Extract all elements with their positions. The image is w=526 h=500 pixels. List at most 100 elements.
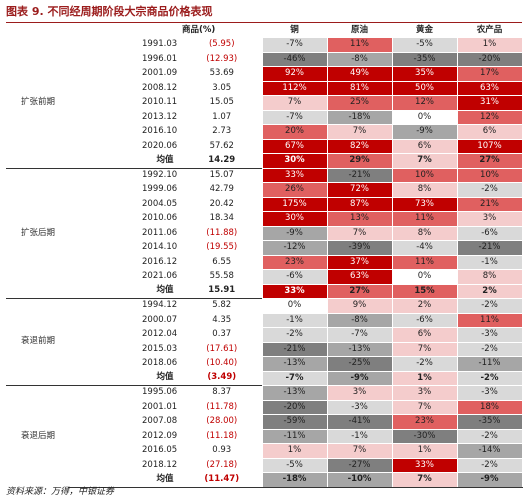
value-cell: (10.40) <box>206 358 238 368</box>
table-row: 2001.01~2001.09 (11.78) -20%-3%7%18% <box>6 399 523 415</box>
agri-cell: -3% <box>456 327 523 343</box>
oil-cell: 29% <box>326 153 393 169</box>
figure-title: 图表 9. 不同经周期阶段大宗商品价格表现 <box>6 5 213 18</box>
agri-cell: 31% <box>456 95 523 111</box>
value-cell: (17.61) <box>206 343 238 354</box>
title-rule <box>6 22 522 23</box>
table-row: 2016.12~2018.06 6.55 23%37%11%-1% <box>6 254 523 270</box>
table-row: 2013.12~2014.10 1.07 -7%-18%0%12% <box>6 109 523 125</box>
agri-cell: 27% <box>456 153 523 169</box>
value-cell: 0.37 <box>212 329 232 339</box>
copper-cell: -7% <box>261 37 328 53</box>
copper-cell: 7% <box>261 95 328 111</box>
copper-cell: -11% <box>261 428 328 444</box>
table-row: 2007.08~2008.12 (28.00) -59%-41%23%-35% <box>6 414 523 430</box>
period-cell: 2013.12~2014.10 <box>142 111 178 122</box>
period-cell: 2021.06~2022.06 <box>142 271 178 281</box>
copper-cell: 30% <box>261 211 328 227</box>
period-cell: 1994.12~1995.06 <box>68 298 178 313</box>
header-copper: 铜 <box>290 25 299 35</box>
table-row: 2011.06~2012.04 (11.88) -9%7%8%-6% <box>6 225 523 241</box>
value-cell: (27.18) <box>206 459 238 470</box>
gold-cell: 6% <box>391 327 458 343</box>
table-row: 2004.05~2007.08 20.42 175%87%73%21% <box>6 196 523 212</box>
oil-cell: 25% <box>326 95 393 111</box>
oil-cell: -9% <box>326 370 393 386</box>
phase-label: 扩张后期 <box>6 167 68 299</box>
table-row: 2018.12~2020.06 (27.18) -5%-27%33%-2% <box>6 457 523 473</box>
gold-cell: 7% <box>391 153 458 169</box>
oil-cell: -27% <box>326 457 393 473</box>
copper-cell: 1% <box>261 443 328 459</box>
oil-cell: -39% <box>326 240 393 256</box>
gold-cell: 11% <box>391 211 458 227</box>
value-cell: (11.78) <box>206 401 238 412</box>
agri-cell: -2% <box>456 457 523 473</box>
avg-row: 均值 (11.47) -18% -10% 7% -9% <box>6 472 523 488</box>
gold-cell: 7% <box>391 399 458 415</box>
table-row: 2008.12~2010.06 3.05 112%81%50%63% <box>6 80 523 96</box>
gold-cell: 0% <box>391 269 458 285</box>
agri-cell: -2% <box>456 428 523 444</box>
period-cell: 2020.06~2021.06 <box>142 140 178 151</box>
value-cell: 20.42 <box>209 198 234 209</box>
gold-cell: -9% <box>391 124 458 140</box>
copper-cell: -59% <box>261 414 328 430</box>
period-cell: 1996.01~1999.06 <box>142 53 178 64</box>
value-cell: 42.79 <box>209 184 234 194</box>
copper-cell: -6% <box>261 269 328 285</box>
period-cell: 2004.05~2007.08 <box>142 198 178 209</box>
agri-cell: 63% <box>456 80 523 96</box>
copper-cell: 20% <box>261 124 328 140</box>
gold-cell: 35% <box>391 66 458 82</box>
oil-cell: -7% <box>326 327 393 343</box>
gold-cell: 10% <box>391 167 458 183</box>
phase-label: 扩张前期 <box>20 96 55 107</box>
table-row: 2016.05~2016.100.931%7%1%-14% <box>6 443 523 459</box>
period-cell: 2001.01~2001.09 <box>142 401 178 412</box>
gold-cell: 1% <box>391 443 458 459</box>
period-cell: 2014.10~2015.03 <box>142 242 178 252</box>
gold-cell: -6% <box>391 312 458 328</box>
oil-cell: 49% <box>326 66 393 82</box>
period-cell: 1995.06~1996.01 <box>68 385 178 400</box>
value-cell: (11.47) <box>178 472 262 488</box>
copper-cell: 26% <box>261 182 328 198</box>
copper-cell: 112% <box>261 80 328 96</box>
table-row: 2000.07~2001.01 4.35 -1%-8%-6%11% <box>6 312 523 328</box>
agri-cell: -21% <box>456 240 523 256</box>
copper-cell: 0% <box>261 298 328 314</box>
agri-cell: 21% <box>456 196 523 212</box>
value-cell: 55.58 <box>209 271 234 281</box>
header-gold: 黄金 <box>415 25 433 35</box>
agri-cell: 6% <box>456 124 523 140</box>
agri-cell: 12% <box>456 109 523 125</box>
table-row: 2001.09~2004.05 53.69 92%49%35%17% <box>6 66 523 82</box>
period-cell: 2012.09~2013.12 <box>142 430 178 441</box>
table-row: 2020.06~2021.06 57.62 67%82%6%107% <box>6 138 523 154</box>
period-cell: 2008.12~2010.06 <box>142 82 178 93</box>
oil-cell: -8% <box>326 51 393 67</box>
header-agri: 农产品 <box>476 25 503 35</box>
agri-cell: -20% <box>456 51 523 67</box>
oil-cell: 3% <box>326 385 393 401</box>
gold-cell: 0% <box>391 109 458 125</box>
copper-cell: -1% <box>261 312 328 328</box>
avg-label: 均值 <box>156 285 174 296</box>
oil-cell: 11% <box>326 37 393 53</box>
table-row: 2010.11~2011.06 15.05 7%25%12%31% <box>6 95 523 111</box>
table-row: 扩张前期 1991.03~1992.10 (5.95) -7%11%-5%1% <box>6 37 523 107</box>
header-period <box>68 23 178 38</box>
value-cell: (28.00) <box>206 416 238 426</box>
gold-cell: -5% <box>391 37 458 53</box>
table-row: 2015.03~2016.05 (17.61) -21%-13%7%-2% <box>6 341 523 357</box>
copper-cell: -46% <box>261 51 328 67</box>
value-cell: (11.88) <box>206 227 238 238</box>
agri-cell: -11% <box>456 356 523 372</box>
value-cell: (5.95) <box>208 39 235 49</box>
gold-cell: -2% <box>391 356 458 372</box>
source-note: 资料来源：万得，中银证券 <box>6 487 115 497</box>
value-cell: 53.69 <box>209 68 234 78</box>
